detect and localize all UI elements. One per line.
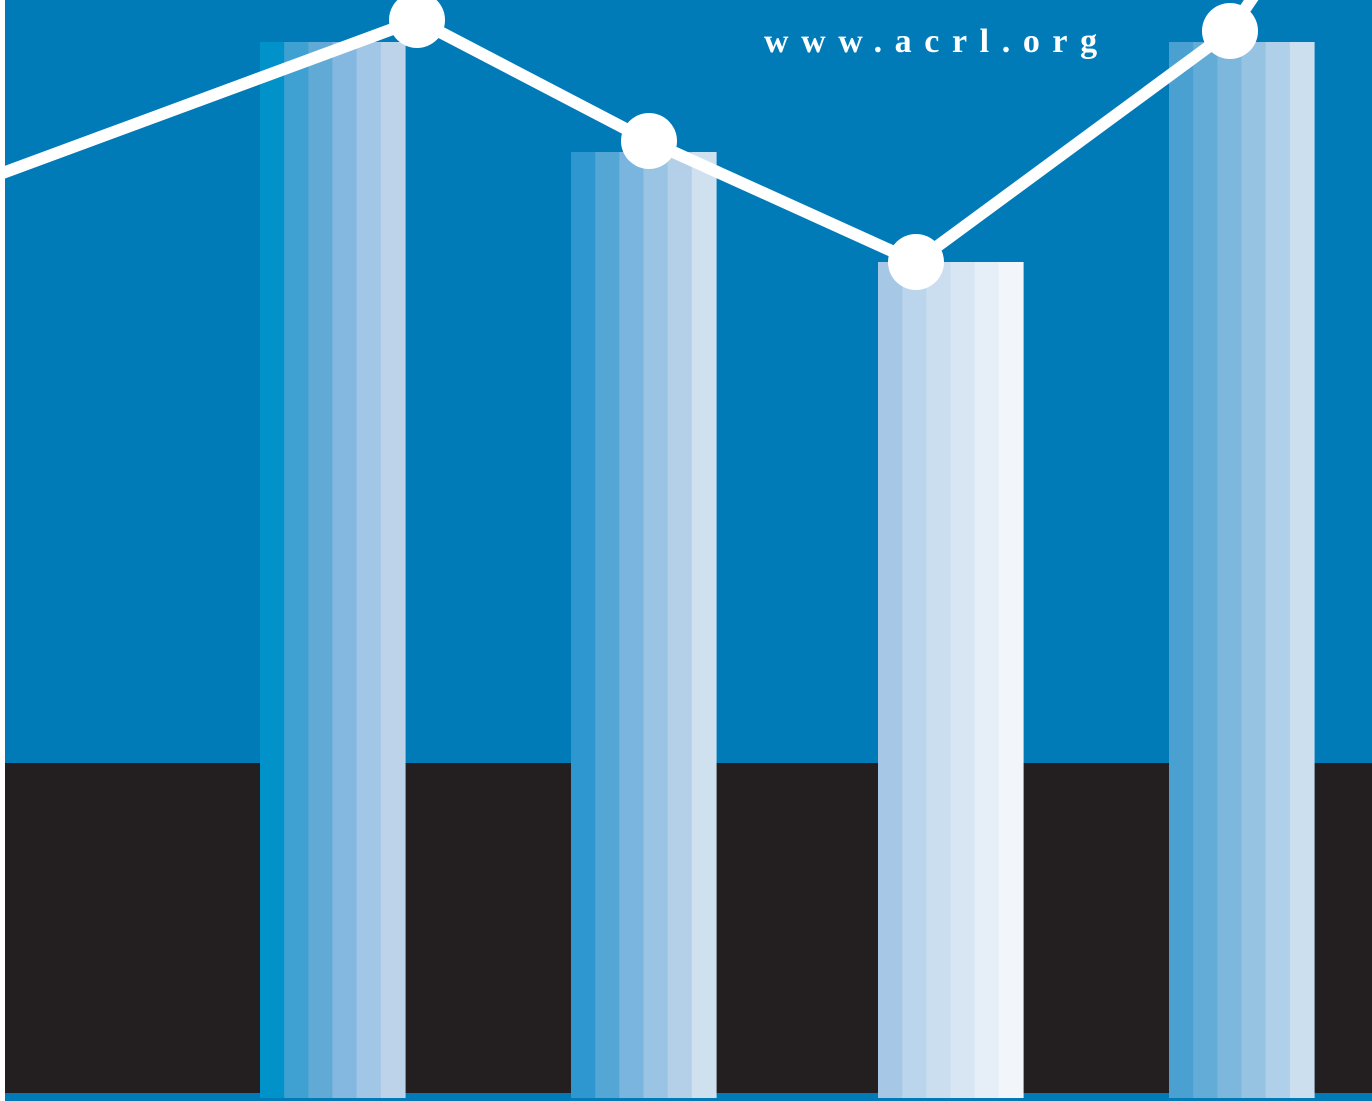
- trend-line-group: [0, 0, 1259, 290]
- bar-1-stripe: [356, 42, 382, 1098]
- bar-2-stripe: [691, 152, 717, 1098]
- bar-3-stripe: [998, 262, 1024, 1098]
- left-white-edge: [0, 0, 5, 1101]
- bar-4-stripe: [1217, 42, 1243, 1098]
- bar-3-stripe: [878, 262, 903, 1098]
- bar-4-stripe: [1289, 42, 1315, 1098]
- bar-1-stripe: [380, 42, 406, 1098]
- bar-1: [260, 42, 406, 1098]
- bar-4: [1169, 42, 1315, 1098]
- bar-4-stripe: [1241, 42, 1267, 1098]
- trend-point-1: [389, 0, 445, 48]
- bars-group: [260, 42, 1315, 1098]
- bar-1-stripe: [308, 42, 334, 1098]
- website-url: www.acrl.org: [764, 23, 1110, 60]
- bar-3-stripe: [974, 262, 1000, 1098]
- bar-2-stripe: [595, 152, 620, 1098]
- trend-point-4: [1202, 3, 1258, 59]
- trend-point-2: [621, 113, 677, 169]
- bar-2-stripe: [571, 152, 596, 1098]
- bar-4-stripe: [1265, 42, 1291, 1098]
- bar-3-stripe: [926, 262, 952, 1098]
- bar-3-stripe: [950, 262, 976, 1098]
- bar-1-stripe: [284, 42, 309, 1098]
- bar-2: [571, 152, 717, 1098]
- bar-4-stripe: [1193, 42, 1218, 1098]
- bar-1-stripe: [260, 42, 285, 1098]
- trend-point-3: [888, 234, 944, 290]
- bar-4-stripe: [1169, 42, 1194, 1098]
- bar-3-stripe: [902, 262, 927, 1098]
- bar-2-stripe: [667, 152, 693, 1098]
- bar-1-stripe: [332, 42, 358, 1098]
- bar-2-stripe: [643, 152, 669, 1098]
- bar-2-stripe: [619, 152, 645, 1098]
- bar-3: [878, 262, 1024, 1098]
